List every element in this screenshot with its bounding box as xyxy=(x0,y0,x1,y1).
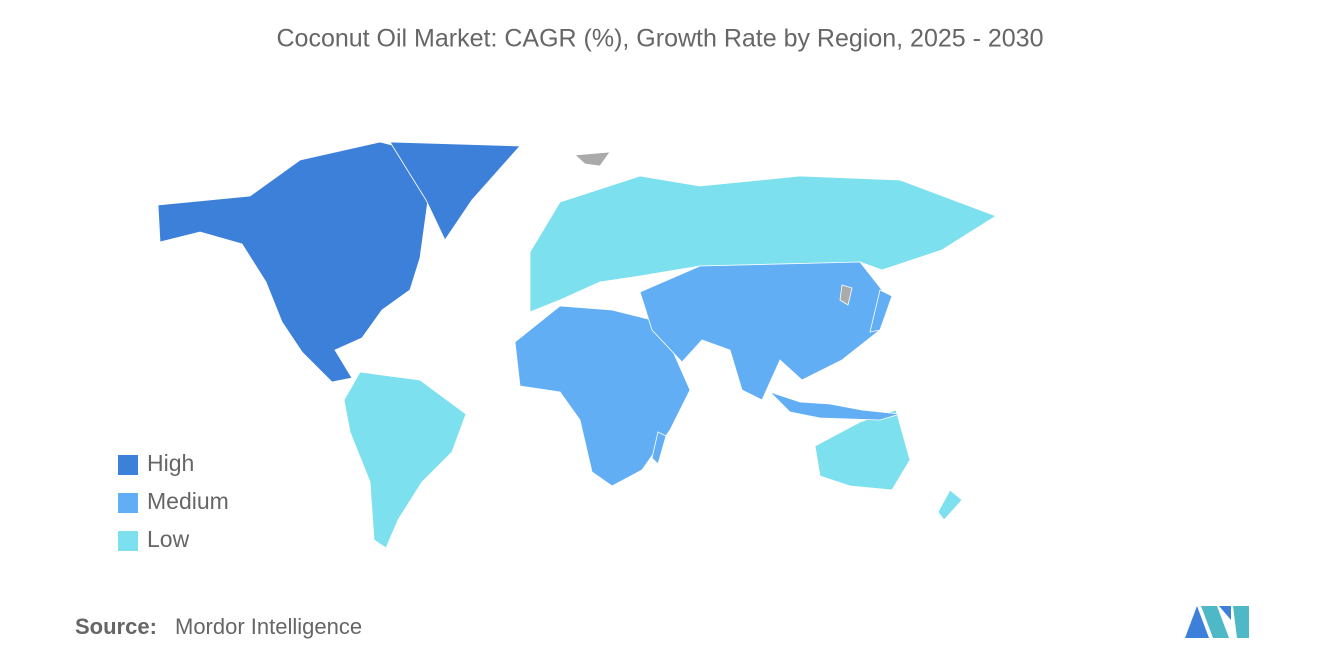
svalbard xyxy=(574,151,611,167)
legend-label: Medium xyxy=(147,488,229,514)
europe-russia xyxy=(529,175,997,313)
africa xyxy=(514,305,691,487)
japan xyxy=(869,289,893,333)
legend-label: High xyxy=(147,450,194,476)
legend: High Medium Low xyxy=(118,450,229,552)
asia xyxy=(639,261,883,401)
north-america xyxy=(157,141,429,383)
source-label: Source: xyxy=(75,614,157,639)
madagascar xyxy=(651,431,667,465)
indonesia xyxy=(769,391,901,421)
korea xyxy=(839,284,853,306)
australia xyxy=(814,409,911,491)
title: Coconut Oil Market: CAGR (%), Growth Rat… xyxy=(277,25,1044,53)
new-zealand xyxy=(937,489,963,521)
legend-swatch xyxy=(118,531,138,551)
legend-swatch xyxy=(118,455,138,475)
legend-swatch xyxy=(118,493,138,513)
map xyxy=(157,141,997,549)
logo xyxy=(1185,606,1249,638)
greenland xyxy=(389,141,521,241)
source-value: Mordor Intelligence xyxy=(175,614,362,639)
legend-label: Low xyxy=(147,526,190,552)
south-america xyxy=(343,371,467,549)
